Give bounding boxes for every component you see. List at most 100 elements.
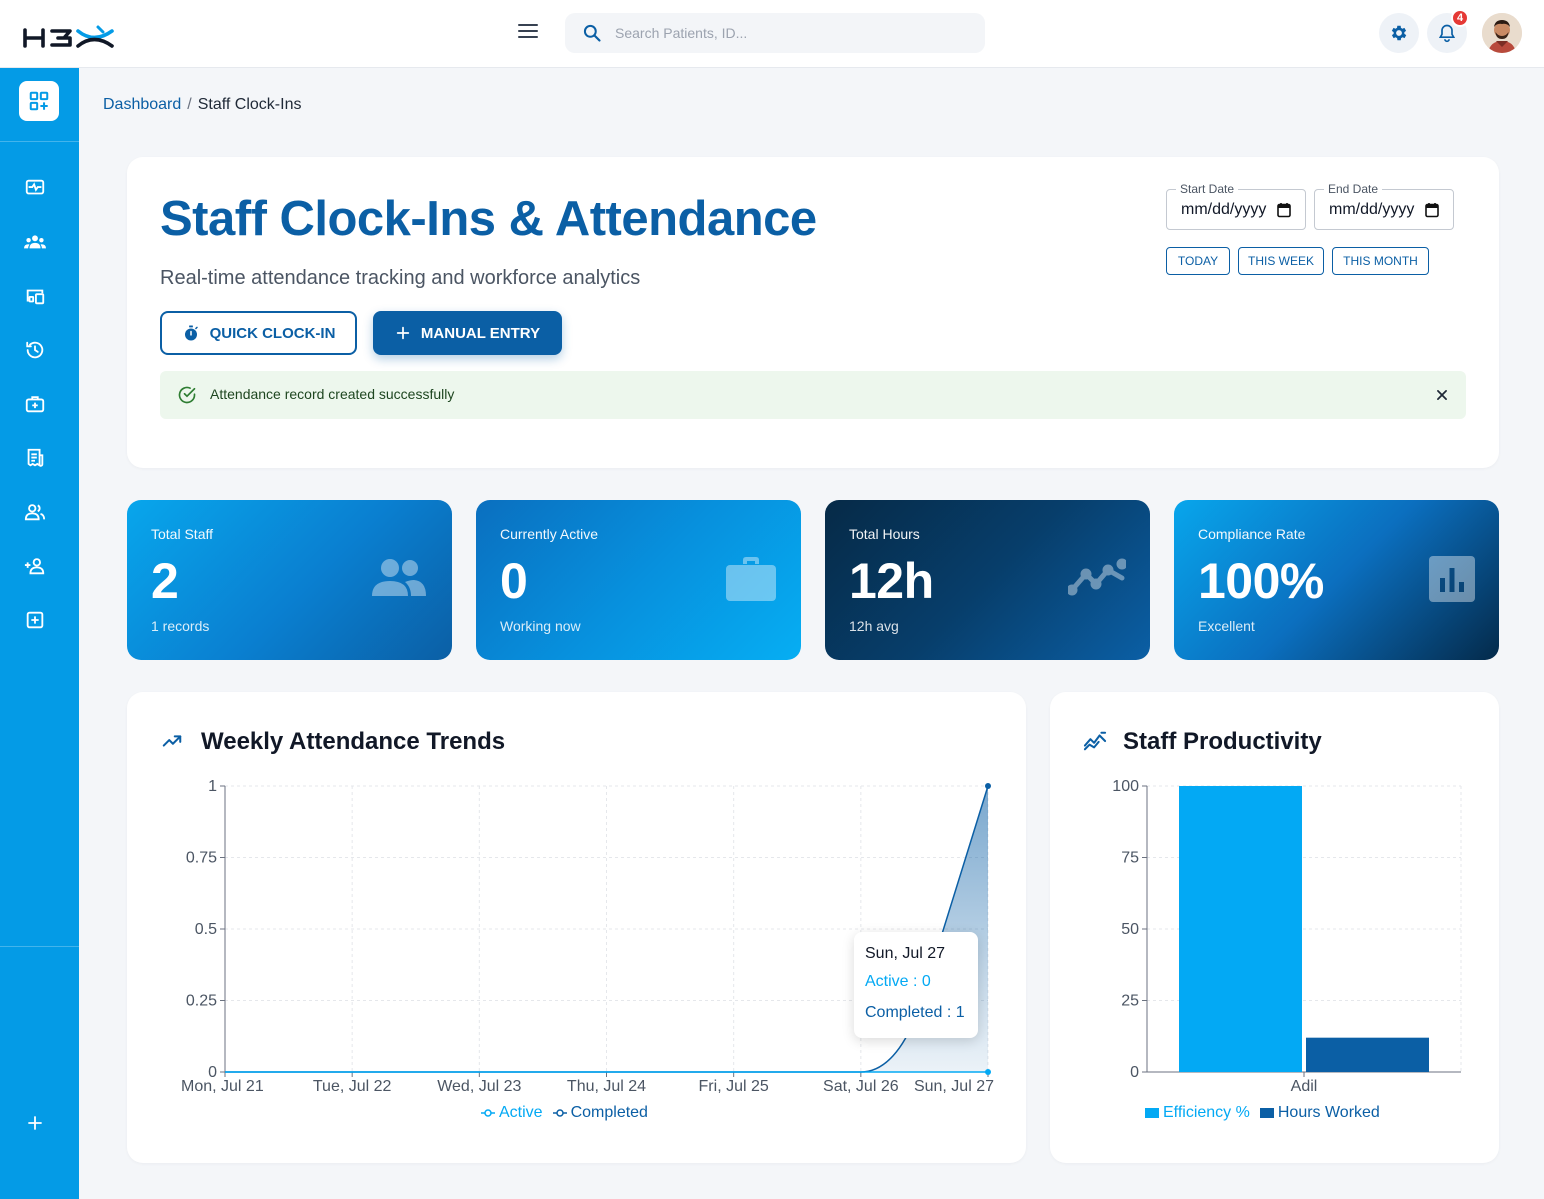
end-date-value[interactable]: mm/dd/yyyy [1329, 201, 1415, 218]
people-icon [24, 504, 46, 521]
legend-label: Active [499, 1104, 543, 1121]
top-bar: 4 [0, 0, 1544, 68]
add-person-icon [24, 558, 45, 575]
bar [1306, 1037, 1429, 1072]
notifications-button[interactable]: 4 [1427, 9, 1469, 53]
stat-label: Compliance Rate [1198, 526, 1306, 542]
x-tick-label: Wed, Jul 23 [437, 1078, 521, 1095]
user-avatar[interactable] [1482, 13, 1522, 53]
medical-plus-icon [26, 611, 44, 629]
quick-clock-in-button[interactable]: QUICK CLOCK-IN [160, 311, 357, 355]
sidebar-item-dashboard[interactable] [19, 81, 59, 121]
sidebar-item-history[interactable] [22, 337, 48, 363]
start-date-field[interactable]: Start Date mm/dd/yyyy [1166, 182, 1306, 230]
stopwatch-icon [184, 325, 198, 341]
productivity-chart-legend: Efficiency % Hours Worked [1145, 1104, 1390, 1122]
start-date-value[interactable]: mm/dd/yyyy [1181, 201, 1267, 218]
stat-value: 0 [500, 553, 528, 609]
y-tick-label: 0 [1130, 1064, 1139, 1081]
today-button[interactable]: TODAY [1166, 247, 1230, 275]
x-tick-label: Mon, Jul 21 [181, 1078, 264, 1095]
gear-icon [1391, 25, 1407, 41]
search-bar[interactable] [565, 13, 985, 53]
multiline-chart-icon [1083, 731, 1107, 751]
history-icon [26, 341, 44, 359]
completed-point [985, 783, 991, 789]
y-tick-label: 1 [208, 778, 217, 795]
legend-item[interactable]: Hours Worked [1259, 1104, 1380, 1122]
breadcrumb-dashboard-link[interactable]: Dashboard [103, 96, 182, 113]
staff-productivity-chart: 0 25 50 75 100 Adil [1112, 778, 1462, 1095]
search-input[interactable] [615, 13, 975, 53]
start-date-label: Start Date [1176, 182, 1239, 196]
stat-label: Currently Active [500, 526, 599, 542]
sidebar-item-patients[interactable] [22, 229, 48, 255]
stat-card-currently-active: Currently Active 0 Working now [476, 500, 801, 660]
legend-label: Hours Worked [1277, 1104, 1380, 1121]
legend-label: Efficiency % [1163, 1104, 1250, 1121]
stat-label: Total Staff [151, 526, 214, 542]
stat-card-total-staff: Total Staff 2 1 records [127, 500, 452, 660]
legend-label: Completed [570, 1104, 648, 1121]
legend-item[interactable]: Active [481, 1104, 543, 1122]
sidebar-item-add-staff[interactable] [22, 553, 48, 579]
end-date-field[interactable]: End Date mm/dd/yyyy [1314, 182, 1454, 230]
sidebar-add-button[interactable] [22, 1110, 48, 1136]
calendar-icon[interactable] [1277, 202, 1291, 218]
y-tick-label: 75 [1121, 850, 1139, 867]
devices-icon [26, 289, 45, 305]
plus-icon [28, 1116, 42, 1130]
x-tick-label: Fri, Jul 25 [699, 1078, 769, 1095]
this-week-button[interactable]: THIS WEEK [1238, 247, 1324, 275]
sidebar-item-staff[interactable] [22, 499, 48, 525]
legend-line-icon [481, 1109, 495, 1117]
sidebar-item-vitals[interactable] [22, 175, 48, 201]
monitor-pulse-icon [25, 179, 45, 195]
legend-item[interactable]: Efficiency % [1145, 1104, 1250, 1122]
dashboard-grid-icon [29, 91, 49, 111]
stat-value: 12h [849, 553, 934, 609]
weekly-attendance-chart: 0 0.25 0.5 0.75 1 Mon, Jul 21 Tue, Jul 22 Wed, … [181, 778, 994, 1095]
page-subtitle: Real-time attendance tracking and workfo… [160, 267, 641, 289]
alert-close-button[interactable] [1432, 385, 1452, 405]
tooltip-title: Sun, Jul 27 [865, 945, 946, 962]
x-tick-label: Thu, Jul 24 [567, 1078, 646, 1095]
this-month-button[interactable]: THIS MONTH [1332, 247, 1429, 275]
settings-button[interactable] [1379, 13, 1419, 53]
bar-chart-icon [1429, 556, 1475, 602]
manual-entry-button[interactable]: MANUAL ENTRY [373, 311, 562, 355]
legend-line-icon [552, 1109, 567, 1117]
stat-subtext: Working now [500, 618, 581, 634]
header-card: Staff Clock-Ins & Attendance Real-time a… [127, 157, 1499, 468]
alert-message: Attendance record created successfully [210, 386, 455, 402]
check-circle-icon [178, 386, 196, 404]
page-title: Staff Clock-Ins & Attendance [160, 192, 817, 246]
weekly-attendance-title: Weekly Attendance Trends [201, 728, 506, 755]
x-tick-label: Tue, Jul 22 [313, 1078, 392, 1095]
quick-clock-in-label: QUICK CLOCK-IN [209, 324, 336, 342]
staff-productivity-card: Staff Productivity 0 25 50 75 100 Adil Effici… [1050, 692, 1499, 1163]
sidebar-item-services[interactable] [22, 391, 48, 417]
breadcrumb-current: Staff Clock-Ins [197, 96, 302, 113]
sidebar-item-reports[interactable] [22, 445, 48, 471]
x-tick-label: Sat, Jul 26 [823, 1078, 899, 1095]
sidebar-item-devices[interactable] [22, 283, 48, 309]
tooltip-completed-value: Completed : 1 [865, 1004, 965, 1021]
weekly-chart-legend: Active Completed [481, 1104, 658, 1122]
stat-subtext: Excellent [1198, 618, 1255, 634]
close-icon [1437, 390, 1447, 400]
breadcrumb: Dashboard / Staff Clock-Ins [103, 96, 301, 114]
tooltip-active-value: Active : 0 [865, 973, 931, 990]
h3x-logo[interactable] [22, 22, 116, 52]
stat-subtext: 12h avg [849, 618, 899, 634]
y-tick-label: 0.5 [195, 921, 217, 938]
sidebar-item-medical[interactable] [22, 607, 48, 633]
legend-item[interactable]: Completed [552, 1104, 648, 1122]
completed-area [225, 786, 988, 1072]
manual-entry-label: MANUAL ENTRY [420, 324, 541, 342]
staff-productivity-title: Staff Productivity [1123, 728, 1322, 755]
menu-toggle-button[interactable] [513, 20, 543, 46]
calendar-icon[interactable] [1425, 202, 1439, 218]
people-icon [372, 559, 426, 596]
y-tick-label: 0.25 [186, 993, 217, 1010]
